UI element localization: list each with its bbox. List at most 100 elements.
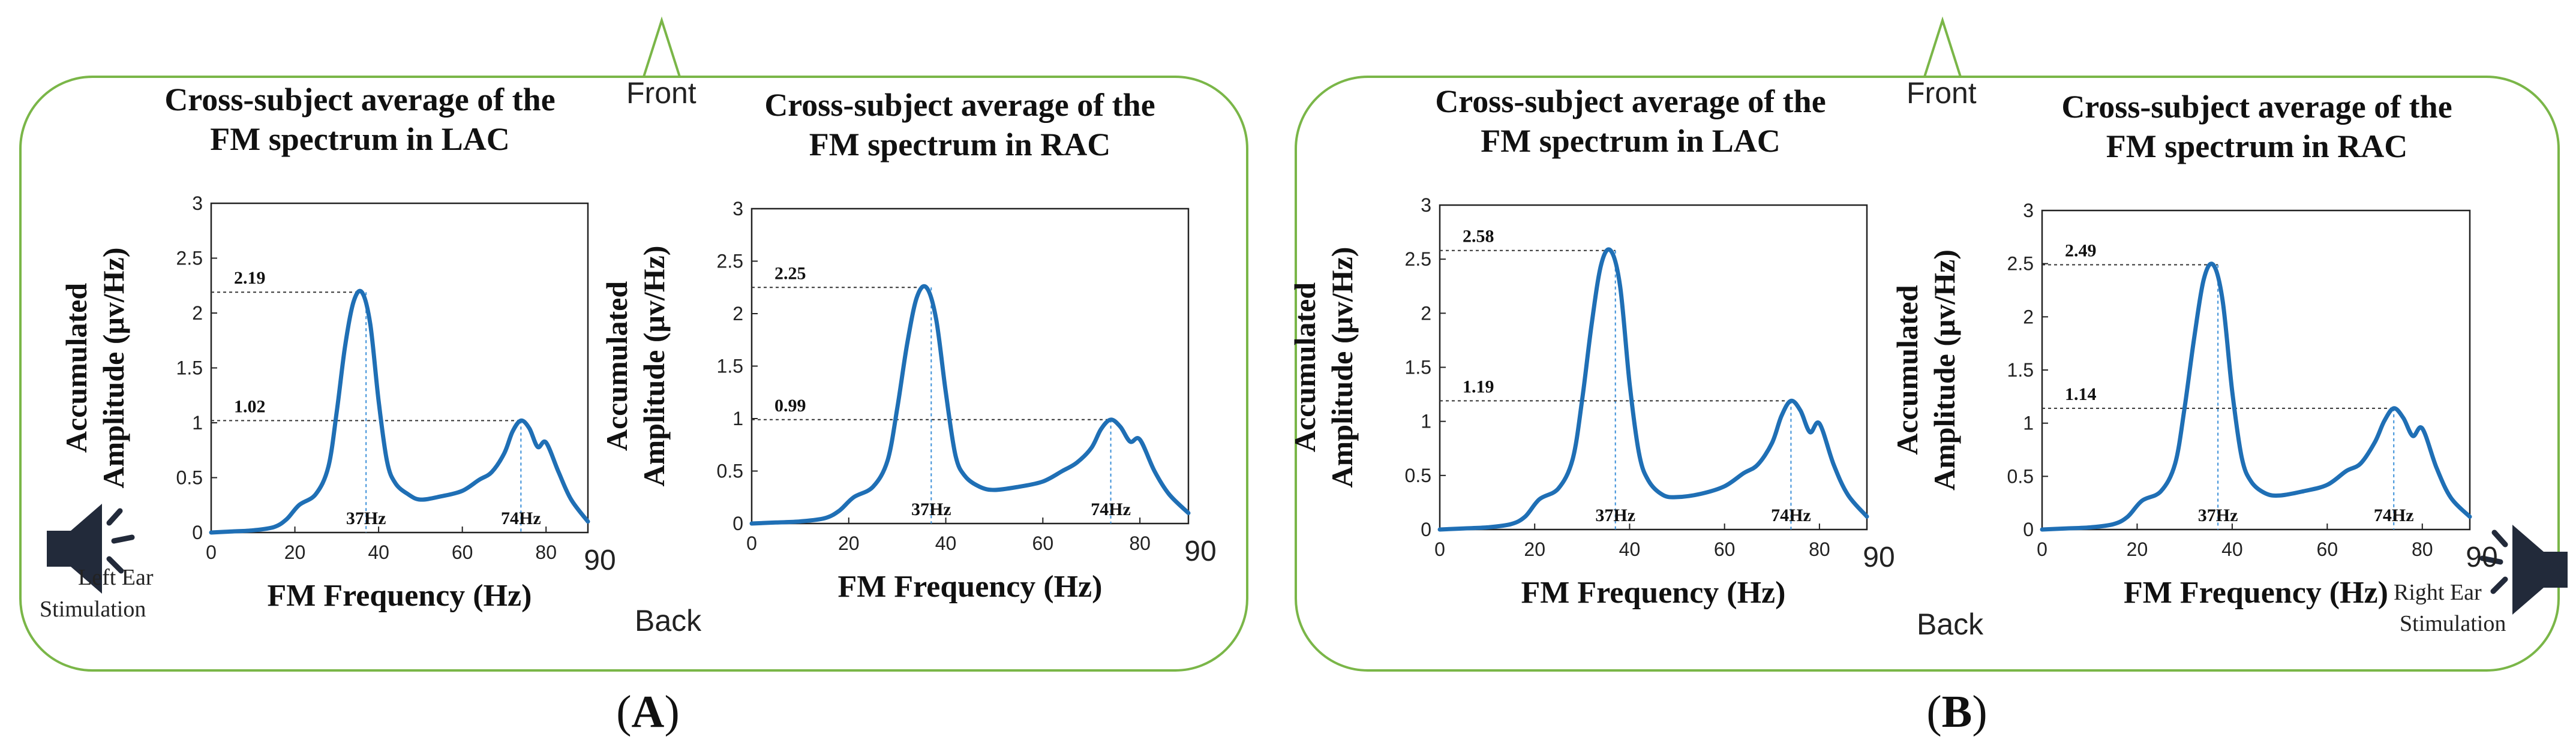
- x-tick-label: 90: [1863, 542, 1895, 573]
- x-axis-label: FM Frequency (Hz): [2124, 576, 2388, 610]
- x-tick-label: 20: [2127, 539, 2148, 560]
- y-axis-label-line: Accumulated: [59, 283, 93, 453]
- x-tick-label: 20: [284, 542, 306, 563]
- peak-value-label: 0.99: [774, 396, 806, 416]
- x-tick-label: 90: [584, 545, 616, 576]
- y-tick-label: 0: [2023, 519, 2034, 540]
- y-tick-label: 2.5: [2007, 253, 2034, 275]
- x-tick-label: 80: [535, 542, 557, 563]
- plot-frame: [2041, 209, 2471, 531]
- x-tick-label: 40: [368, 542, 389, 563]
- spectrum-line: [749, 284, 1191, 526]
- x-tick-label: 90: [1184, 536, 1216, 567]
- peak-frequency-label: 74Hz: [1091, 500, 1131, 519]
- y-tick-label: 1: [192, 412, 203, 434]
- y-tick-label: 2: [732, 303, 743, 324]
- x-tick-label: 40: [935, 533, 957, 554]
- y-tick-label: 2: [1421, 302, 1431, 324]
- y-axis-label-line: Accumulated: [600, 281, 634, 451]
- y-tick-label: 0.5: [1405, 465, 1431, 486]
- y-tick-label: 1.5: [176, 357, 203, 379]
- spectrum-line: [209, 288, 590, 535]
- y-tick-label: 0: [192, 522, 203, 543]
- x-tick-label: 0: [206, 542, 217, 563]
- y-tick-label: 3: [192, 192, 203, 214]
- y-tick-label: 3: [2023, 200, 2034, 221]
- x-axis-label: FM Frequency (Hz): [838, 570, 1103, 604]
- x-tick-label: 80: [2412, 539, 2433, 560]
- front-label: Front: [626, 76, 696, 110]
- y-axis-label-line: Accumulated: [1288, 282, 1322, 452]
- chart-title-line: FM spectrum in LAC: [1481, 123, 1780, 159]
- x-axis-label: FM Frequency (Hz): [1521, 576, 1786, 610]
- y-axis-label-line: Amplitude (μv/Hz): [1325, 247, 1359, 488]
- peak-frequency-label: 74Hz: [2374, 506, 2414, 525]
- x-tick-label: 90: [2466, 542, 2497, 573]
- panel-a-border: [19, 76, 1248, 672]
- front-marker-icon: [1923, 16, 1962, 78]
- x-tick-label: 0: [1434, 539, 1445, 560]
- back-label: Back: [1917, 607, 1984, 641]
- chart-title-line: Cross-subject average of the: [1435, 83, 1826, 119]
- y-tick-label: 2: [2023, 306, 2034, 327]
- x-tick-label: 0: [746, 533, 757, 554]
- peak-frequency-label: 37Hz: [346, 509, 386, 528]
- chart-a-rac: Cross-subject average of the FM spectrum …: [600, 87, 1217, 604]
- x-tick-label: 60: [2317, 539, 2338, 560]
- peak-value-label: 1.14: [2065, 384, 2097, 404]
- x-axis-label: FM Frequency (Hz): [268, 579, 532, 613]
- front-label: Front: [1907, 76, 1977, 110]
- y-tick-label: 3: [732, 198, 743, 219]
- y-axis-label-line: Accumulated: [1890, 285, 1924, 455]
- y-tick-label: 3: [1421, 194, 1431, 216]
- peak-frequency-label: 37Hz: [2198, 506, 2238, 525]
- x-tick-label: 60: [1714, 539, 1736, 560]
- chart-b-lac: Cross-subject average of the FM spectrum …: [1288, 83, 1895, 610]
- stimulation-label-line-1: Left Ear: [78, 565, 154, 590]
- stimulation-label-line-2: Stimulation: [2400, 611, 2506, 636]
- chart-title-line: FM spectrum in LAC: [210, 121, 509, 157]
- x-tick-label: 80: [1129, 533, 1151, 554]
- panel-label-a: (A): [616, 687, 680, 737]
- peak-frequency-label: 37Hz: [911, 500, 951, 519]
- y-tick-label: 0.5: [717, 461, 743, 482]
- peak-value-label: 2.19: [234, 268, 266, 288]
- peak-value-label: 1.02: [234, 396, 266, 416]
- peak-frequency-label: 74Hz: [1771, 506, 1811, 525]
- y-tick-label: 2: [192, 302, 203, 324]
- speaker-icon: [47, 504, 135, 594]
- x-tick-label: 60: [1032, 533, 1054, 554]
- back-label: Back: [635, 604, 702, 637]
- y-tick-label: 2.5: [176, 248, 203, 269]
- peak-value-label: 2.58: [1463, 227, 1494, 246]
- panel-a: Front Back Left Ear Stimulation Cross-su…: [19, 16, 1248, 737]
- x-tick-label: 40: [2221, 539, 2243, 560]
- y-tick-label: 1: [1421, 411, 1431, 432]
- x-tick-label: 20: [1524, 539, 1545, 560]
- y-tick-label: 1: [2023, 413, 2034, 434]
- y-tick-label: 2.5: [1405, 248, 1431, 270]
- x-tick-label: 60: [452, 542, 473, 563]
- y-tick-label: 0: [732, 513, 743, 534]
- plot-frame: [210, 202, 589, 534]
- chart-title-line: FM spectrum in RAC: [809, 127, 1110, 163]
- speaker-icon: [2479, 525, 2568, 615]
- stimulation-label-line-2: Stimulation: [40, 597, 146, 622]
- y-tick-label: 1.5: [2007, 359, 2034, 381]
- y-tick-label: 0: [1421, 519, 1431, 540]
- y-tick-label: 2.5: [717, 251, 743, 272]
- chart-title-line: Cross-subject average of the: [164, 82, 555, 118]
- y-tick-label: 1.5: [1405, 357, 1431, 378]
- front-marker-icon: [642, 16, 681, 78]
- chart-title-line: Cross-subject average of the: [764, 87, 1155, 123]
- chart-title-line: FM spectrum in RAC: [2106, 128, 2407, 164]
- panel-b: Front Back Right Ear Stimulation Cross-s…: [1288, 16, 2568, 737]
- y-tick-label: 0.5: [2007, 465, 2034, 487]
- x-tick-label: 20: [838, 533, 860, 554]
- plot-frame: [1439, 204, 1868, 531]
- y-tick-label: 1: [732, 408, 743, 429]
- plot-frame: [750, 207, 1190, 525]
- spectrum-line: [1437, 247, 1869, 532]
